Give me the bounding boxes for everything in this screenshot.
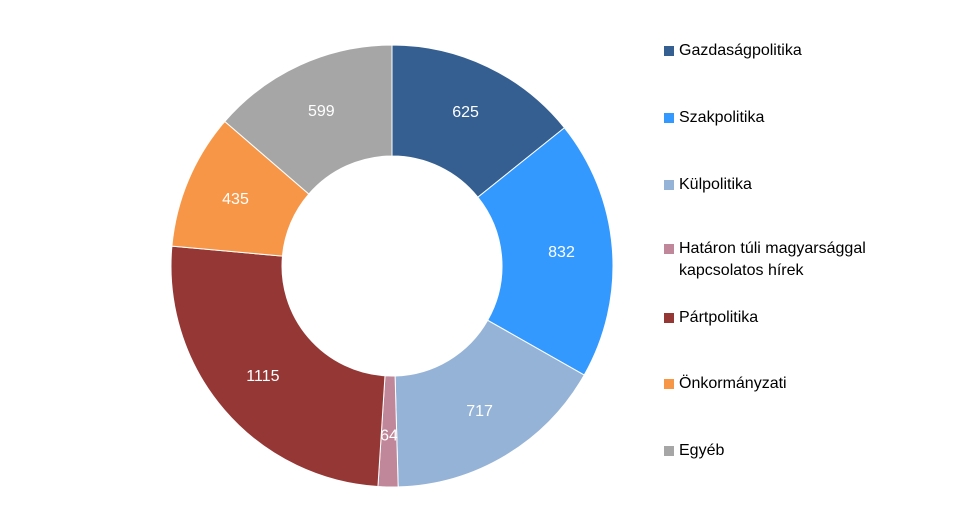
donut-slice-partpolitika — [170, 245, 386, 488]
legend-swatch — [664, 446, 674, 456]
donut-slice-szakpolitika — [477, 127, 614, 376]
legend-item-hataron-tuli-magyarsaggal-kapcsolatos-hirek: Határon túli magyarsággal kapcsolatos hí… — [664, 238, 929, 282]
legend-item-onkormanyzati: Önkormányzati — [664, 373, 929, 395]
donut-slices — [170, 44, 614, 488]
legend-swatch — [664, 113, 674, 123]
legend-label: Pártpolitika — [679, 309, 759, 326]
legend-item-gazdasagpolitika: Gazdaságpolitika — [664, 40, 929, 62]
legend-label: Határon túli magyarsággal kapcsolatos hí… — [679, 240, 866, 279]
legend-swatch — [664, 313, 674, 323]
donut-slice-egyeb — [224, 44, 393, 195]
legend-label: Gazdaságpolitika — [679, 42, 802, 59]
value-label-onkormanyzati: 435 — [222, 191, 249, 208]
legend-label: Egyéb — [679, 442, 725, 459]
value-label-egyeb: 599 — [308, 103, 335, 120]
legend-item-szakpolitika: Szakpolitika — [664, 107, 929, 129]
legend-item-kulpolitika: Külpolitika — [664, 174, 929, 196]
legend-item-partpolitika: Pártpolitika — [664, 307, 929, 329]
donut-value-labels: 625 832 717 64 1115 435 599 — [222, 103, 575, 445]
legend-swatch — [664, 379, 674, 389]
value-label-hataron-tuli-magyarsaggal-kapcsolatos-hirek: 64 — [380, 428, 398, 445]
legend-item-egyeb: Egyéb — [664, 440, 929, 462]
value-label-kulpolitika: 717 — [466, 403, 493, 420]
legend-label: Önkormányzati — [679, 375, 787, 392]
legend-swatch — [664, 180, 674, 190]
legend-swatch — [664, 244, 674, 254]
value-label-gazdasagpolitika: 625 — [452, 104, 479, 121]
chart-legend: Gazdaságpolitika Szakpolitika Külpolitika H… — [664, 0, 954, 516]
value-label-szakpolitika: 832 — [548, 244, 575, 261]
legend-label: Szakpolitika — [679, 109, 765, 126]
legend-label: Külpolitika — [679, 176, 752, 193]
value-label-partpolitika: 1115 — [246, 368, 279, 385]
donut-slice-kulpolitika — [394, 319, 585, 488]
legend-swatch — [664, 46, 674, 56]
